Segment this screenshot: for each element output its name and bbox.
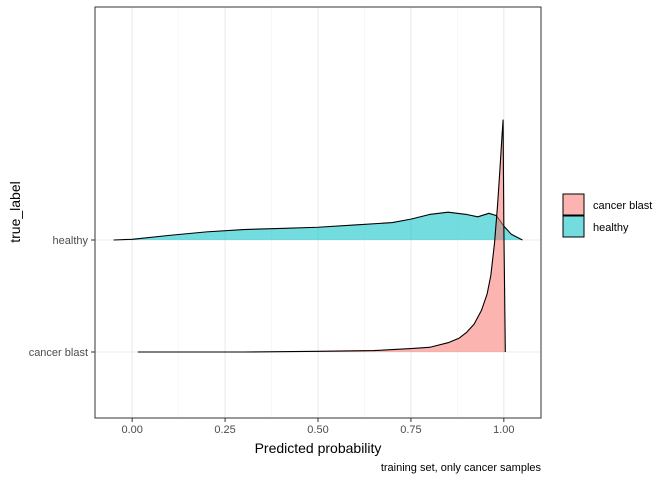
y-tick-label: cancer blast <box>29 347 88 359</box>
x-tick-label: 0.50 <box>307 424 328 436</box>
x-tick-label: 0.00 <box>121 424 142 436</box>
legend: cancer blast healthy <box>562 193 652 238</box>
density-line-cancer-blast <box>137 119 506 353</box>
density-fill-healthy <box>113 212 523 240</box>
x-tick-label: 0.25 <box>214 424 235 436</box>
y-axis-title: true_label <box>7 181 23 243</box>
x-tick-label: 1.00 <box>493 424 514 436</box>
x-axis-title: Predicted probability <box>255 440 382 456</box>
y-tick-label: healthy <box>53 235 89 247</box>
panel-border <box>94 6 542 419</box>
legend-label: healthy <box>593 222 629 234</box>
legend-label: cancer blast <box>593 200 652 212</box>
y-axis: cancer blast healthy <box>29 235 95 359</box>
x-tick-label: 0.75 <box>400 424 421 436</box>
x-axis: 0.00 0.25 0.50 0.75 1.00 <box>121 418 515 436</box>
legend-key-healthy <box>562 215 585 238</box>
plot-panel <box>95 7 541 418</box>
legend-key-cancer-blast <box>562 193 585 216</box>
density-layer <box>113 119 523 353</box>
caption: training set, only cancer samples <box>381 462 542 474</box>
